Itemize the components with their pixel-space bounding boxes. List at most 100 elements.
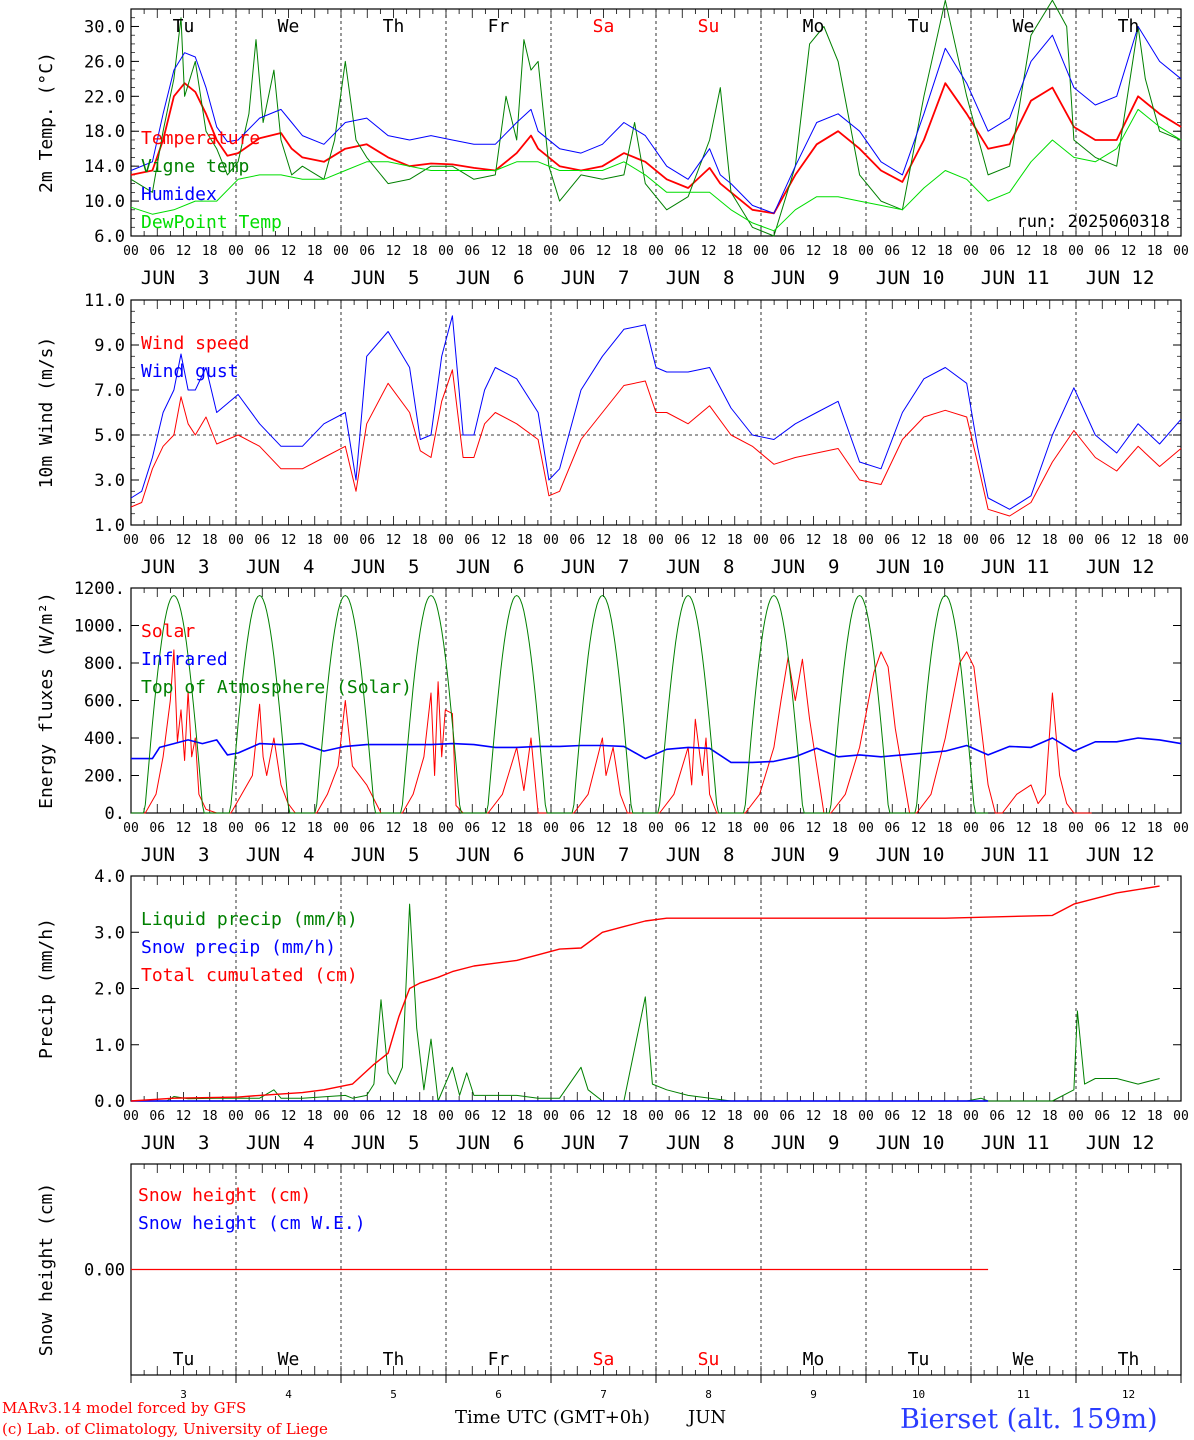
legend-entry: Snow height (cm): [138, 1185, 311, 1206]
hour-tick-label: 12: [806, 1109, 822, 1124]
y-axis-label: Snow height (cm): [36, 1183, 57, 1356]
weekday-label: We: [1013, 16, 1035, 37]
hour-tick-label: 00: [438, 821, 454, 836]
hour-tick-label: 00: [753, 533, 769, 548]
hour-tick-label: 18: [202, 1109, 218, 1124]
date-label: JUN 12: [1086, 556, 1155, 578]
hour-tick-label: 06: [359, 244, 375, 259]
y-tick-label: 400.: [84, 729, 125, 749]
hour-tick-label: 12: [281, 821, 297, 836]
hour-tick-label: 18: [832, 533, 848, 548]
day-number: 3: [180, 1388, 187, 1401]
series-line-vigne-temp: [130, 0, 1182, 237]
date-label: JUN 9: [771, 267, 840, 289]
hour-tick-label: 00: [648, 821, 664, 836]
hour-tick-label: 00: [1068, 533, 1084, 548]
hour-tick-label: 18: [832, 821, 848, 836]
y-tick-label: 600.: [84, 692, 125, 712]
hour-tick-label: 00: [228, 244, 244, 259]
hour-tick-label: 06: [989, 1109, 1005, 1124]
hour-tick-label: 18: [937, 1109, 953, 1124]
hour-tick-label: 18: [1147, 244, 1163, 259]
hour-tick-label: 06: [779, 1109, 795, 1124]
hour-tick-label: 18: [727, 244, 743, 259]
hour-tick-label: 18: [517, 1109, 533, 1124]
weekday-label: Tu: [173, 16, 195, 37]
day-number: 7: [600, 1388, 607, 1401]
hour-tick-label: 06: [674, 533, 690, 548]
hour-tick-label: 06: [464, 821, 480, 836]
panel-4: 0.0 1.0 2.0 3.0 4.0 Precip (mm/h) Liquid preci…: [36, 867, 1189, 1154]
hour-tick-label: 12: [806, 533, 822, 548]
hour-tick-label: 12: [701, 533, 717, 548]
date-label: JUN 10: [876, 1132, 945, 1154]
hour-tick-label: 06: [674, 1109, 690, 1124]
hour-tick-label: 18: [1147, 533, 1163, 548]
hour-tick-label: 00: [858, 533, 874, 548]
hour-tick-label: 12: [701, 821, 717, 836]
hour-tick-label: 06: [989, 244, 1005, 259]
legend-entry: Temperature: [141, 128, 260, 149]
hour-tick-label: 18: [727, 533, 743, 548]
date-label: JUN 12: [1086, 844, 1155, 866]
hour-tick-label: 12: [1016, 244, 1032, 259]
hour-tick-label: 12: [281, 1109, 297, 1124]
legend-entry: DewPoint Temp: [141, 212, 282, 233]
hour-tick-label: 06: [254, 533, 270, 548]
hour-tick-label: 00: [123, 1109, 139, 1124]
hour-tick-label: 12: [596, 821, 612, 836]
hour-tick-label: 12: [1016, 533, 1032, 548]
date-label: JUN 5: [351, 1132, 420, 1154]
date-label: JUN 6: [456, 267, 525, 289]
legend-entry: Vigne temp: [141, 156, 249, 177]
y-axis-label: Precip (mm/h): [36, 918, 57, 1059]
hour-tick-label: 12: [386, 244, 402, 259]
hour-tick-label: 18: [202, 533, 218, 548]
hour-tick-label: 06: [779, 821, 795, 836]
y-tick-label: 5.0: [94, 426, 125, 446]
hour-tick-label: 06: [149, 244, 165, 259]
hour-tick-label: 12: [281, 533, 297, 548]
hour-tick-label: 12: [1121, 533, 1137, 548]
legend-entry: Infrared: [141, 649, 228, 670]
weekday-label: Tu: [908, 1349, 930, 1370]
legend-entry: Snow precip (mm/h): [141, 937, 336, 958]
series-line-dewpoint-temp: [130, 108, 1182, 232]
y-tick-label: 1.0: [94, 1036, 125, 1056]
hour-tick-label: 00: [438, 1109, 454, 1124]
hour-tick-label: 06: [1094, 244, 1110, 259]
hour-tick-label: 06: [884, 533, 900, 548]
hour-tick-label: 00: [123, 821, 139, 836]
hour-tick-label: 18: [1042, 821, 1058, 836]
hour-tick-label: 18: [307, 244, 323, 259]
y-tick-label: 22.0: [84, 87, 125, 107]
hour-tick-label: 12: [176, 533, 192, 548]
day-number: 12: [1122, 1388, 1135, 1401]
hour-tick-label: 18: [517, 244, 533, 259]
hour-tick-label: 06: [359, 1109, 375, 1124]
hour-tick-label: 12: [1121, 1109, 1137, 1124]
y-tick-label: 200.: [84, 767, 125, 787]
y-tick-label: 0.00: [84, 1261, 125, 1281]
date-label: JUN 7: [561, 844, 630, 866]
weekday-label: Fr: [488, 1349, 510, 1370]
hour-tick-label: 06: [149, 533, 165, 548]
hour-tick-label: 00: [963, 244, 979, 259]
date-label: JUN 8: [666, 844, 735, 866]
hour-tick-label: 00: [753, 1109, 769, 1124]
hour-tick-label: 06: [569, 244, 585, 259]
panel-2: 1.0 3.0 5.0 7.0 9.0 11.0 10m Wind (m/s) Wind sp…: [36, 291, 1189, 578]
hour-tick-label: 06: [254, 244, 270, 259]
lab-credit: (c) Lab. of Climatology, University of L…: [2, 1420, 328, 1438]
hour-tick-label: 12: [596, 1109, 612, 1124]
hour-tick-label: 12: [1121, 821, 1137, 836]
day-number: 9: [810, 1388, 817, 1401]
hour-tick-label: 12: [176, 1109, 192, 1124]
series-line-total-cumulated-cm-: [130, 885, 1160, 1102]
hour-tick-label: 00: [228, 821, 244, 836]
hour-tick-label: 12: [596, 533, 612, 548]
series-line-temperature: [130, 82, 1182, 215]
hour-tick-label: 12: [911, 244, 927, 259]
hour-tick-label: 12: [806, 244, 822, 259]
hour-tick-label: 18: [202, 244, 218, 259]
